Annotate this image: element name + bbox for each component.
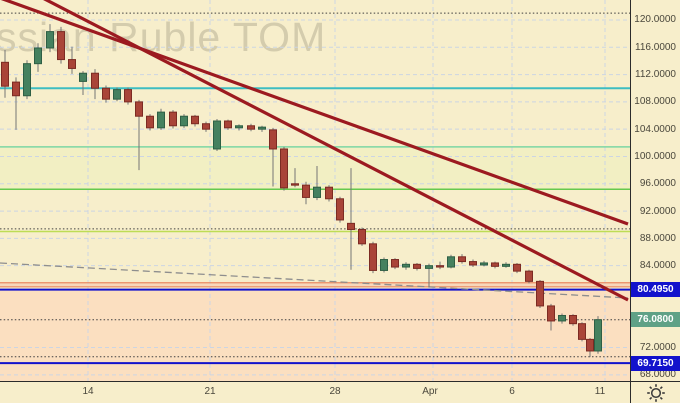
candle[interactable] xyxy=(436,261,444,270)
candle[interactable] xyxy=(157,108,165,130)
candle[interactable] xyxy=(280,146,288,191)
candle[interactable] xyxy=(513,262,521,274)
price-axis-label: 112.0000 xyxy=(635,69,676,81)
candle[interactable] xyxy=(224,119,232,130)
candle[interactable] xyxy=(425,263,433,288)
chart-plot-area[interactable]: ssian Ruble TOM xyxy=(0,0,630,381)
candle[interactable] xyxy=(68,46,76,74)
candle[interactable] xyxy=(235,124,243,131)
price-tag-last-price[interactable]: 76.0800 xyxy=(631,312,680,328)
candle[interactable] xyxy=(413,262,421,271)
candle[interactable] xyxy=(536,280,544,308)
price-axis-label: 68.0000 xyxy=(639,369,676,381)
candle[interactable] xyxy=(213,118,221,152)
trend-line-dashed[interactable] xyxy=(0,262,629,299)
candle[interactable] xyxy=(402,262,410,270)
price-axis-label: 104.0000 xyxy=(634,123,676,135)
background-zone xyxy=(0,290,630,381)
candle[interactable] xyxy=(146,114,154,131)
price-axis-label: 72.0000 xyxy=(639,342,676,354)
candle[interactable] xyxy=(469,259,477,268)
time-axis-label: 28 xyxy=(329,386,341,397)
candle[interactable] xyxy=(569,314,577,326)
background-zone xyxy=(0,282,630,287)
price-axis[interactable]: 120.0000 116.0000 112.0000 108.0000 104.0000… xyxy=(630,0,680,381)
candle[interactable] xyxy=(169,110,177,129)
candle[interactable] xyxy=(57,26,65,64)
time-axis-label: 14 xyxy=(82,386,94,397)
candle[interactable] xyxy=(480,260,488,267)
price-axis-label: 100.0000 xyxy=(634,150,676,162)
candle[interactable] xyxy=(558,313,566,324)
candle[interactable] xyxy=(458,254,466,264)
candle[interactable] xyxy=(302,181,310,205)
axis-settings-corner xyxy=(630,381,680,403)
candle[interactable] xyxy=(258,125,266,132)
price-axis-label: 120.0000 xyxy=(634,14,676,26)
candle[interactable] xyxy=(325,185,333,202)
settings-gear-icon[interactable] xyxy=(646,383,666,403)
price-axis-label: 84.0000 xyxy=(639,260,676,272)
candle[interactable] xyxy=(547,303,555,331)
trend-line[interactable] xyxy=(0,0,629,302)
candle[interactable] xyxy=(247,123,255,132)
time-axis-label: 11 xyxy=(594,386,606,397)
candle[interactable] xyxy=(502,262,510,268)
price-tag-level[interactable]: 69.7150 xyxy=(631,355,680,371)
candle[interactable] xyxy=(447,254,455,269)
time-axis-label: 21 xyxy=(204,386,216,397)
candle[interactable] xyxy=(358,227,366,246)
price-axis-label: 108.0000 xyxy=(634,96,676,108)
candle[interactable] xyxy=(491,261,499,269)
candle[interactable] xyxy=(1,50,9,98)
candle[interactable] xyxy=(578,322,586,342)
price-axis-label: 88.0000 xyxy=(639,232,676,244)
candle[interactable] xyxy=(102,85,110,103)
candle[interactable] xyxy=(91,69,99,100)
candle[interactable] xyxy=(291,168,299,188)
time-axis-label: 6 xyxy=(509,386,515,397)
candle[interactable] xyxy=(180,114,188,128)
candle[interactable] xyxy=(46,24,54,53)
candle[interactable] xyxy=(23,60,31,100)
candle[interactable] xyxy=(34,43,42,72)
candle[interactable] xyxy=(124,87,132,105)
candle[interactable] xyxy=(202,121,210,132)
candle[interactable] xyxy=(594,316,602,354)
candle[interactable] xyxy=(391,258,399,270)
price-axis-label: 96.0000 xyxy=(639,178,676,190)
candle[interactable] xyxy=(113,87,121,102)
background-zone xyxy=(0,146,630,190)
candlestick-plot[interactable] xyxy=(0,0,630,381)
price-axis-label: 116.0000 xyxy=(635,41,676,53)
candle[interactable] xyxy=(586,338,594,358)
candle[interactable] xyxy=(269,127,277,187)
candle[interactable] xyxy=(380,257,388,273)
candle[interactable] xyxy=(336,196,344,223)
candle[interactable] xyxy=(347,168,355,270)
candle[interactable] xyxy=(79,71,87,96)
candle[interactable] xyxy=(191,114,199,127)
time-axis[interactable]: 14 21 28 Apr 6 11 xyxy=(0,381,630,403)
price-axis-label: 92.0000 xyxy=(639,205,676,217)
candle[interactable] xyxy=(313,166,321,201)
candle[interactable] xyxy=(525,269,533,284)
candle[interactable] xyxy=(369,241,377,274)
time-axis-label: Apr xyxy=(422,386,438,397)
price-tag-level[interactable]: 80.4950 xyxy=(631,282,680,298)
candle[interactable] xyxy=(12,77,20,130)
trend-line[interactable] xyxy=(0,0,629,226)
candle[interactable] xyxy=(135,99,143,171)
